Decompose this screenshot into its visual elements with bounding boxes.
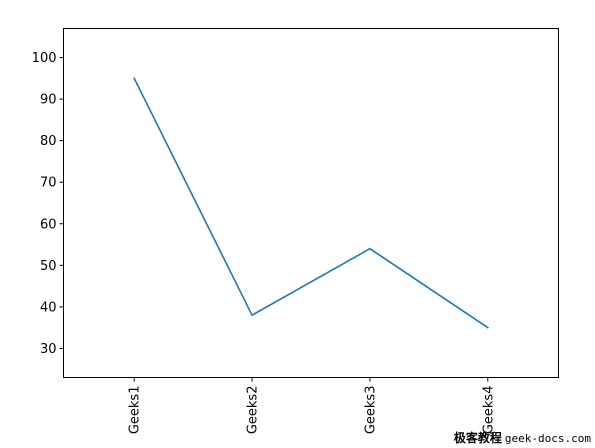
x-tick-label: Geeks1: [128, 386, 143, 435]
y-tick-label: 100: [32, 51, 57, 66]
y-tick-label: 50: [40, 259, 57, 274]
y-tick-label: 40: [40, 300, 57, 315]
watermark-chinese: 极客教程: [453, 431, 502, 445]
x-tick-label: Geeks2: [246, 386, 261, 435]
x-tick-label: Geeks3: [363, 386, 378, 435]
y-tick-label: 60: [40, 217, 57, 232]
y-tick-label: 70: [40, 176, 57, 191]
y-tick-label: 90: [40, 93, 57, 108]
watermark-domain: geek-docs.com: [504, 432, 591, 445]
y-tick-label: 30: [40, 342, 57, 357]
x-axis: Geeks1 Geeks2 Geeks3 Geeks4: [128, 377, 496, 435]
watermark: 极客教程 geek-docs.com: [454, 429, 591, 446]
series-layer: [133, 77, 489, 329]
series-line: [133, 77, 489, 329]
y-tick-label: 80: [40, 134, 57, 149]
y-axis: 30 40 50 60 70 80 90 100: [32, 51, 64, 357]
x-tick-label: Geeks4: [481, 386, 496, 435]
